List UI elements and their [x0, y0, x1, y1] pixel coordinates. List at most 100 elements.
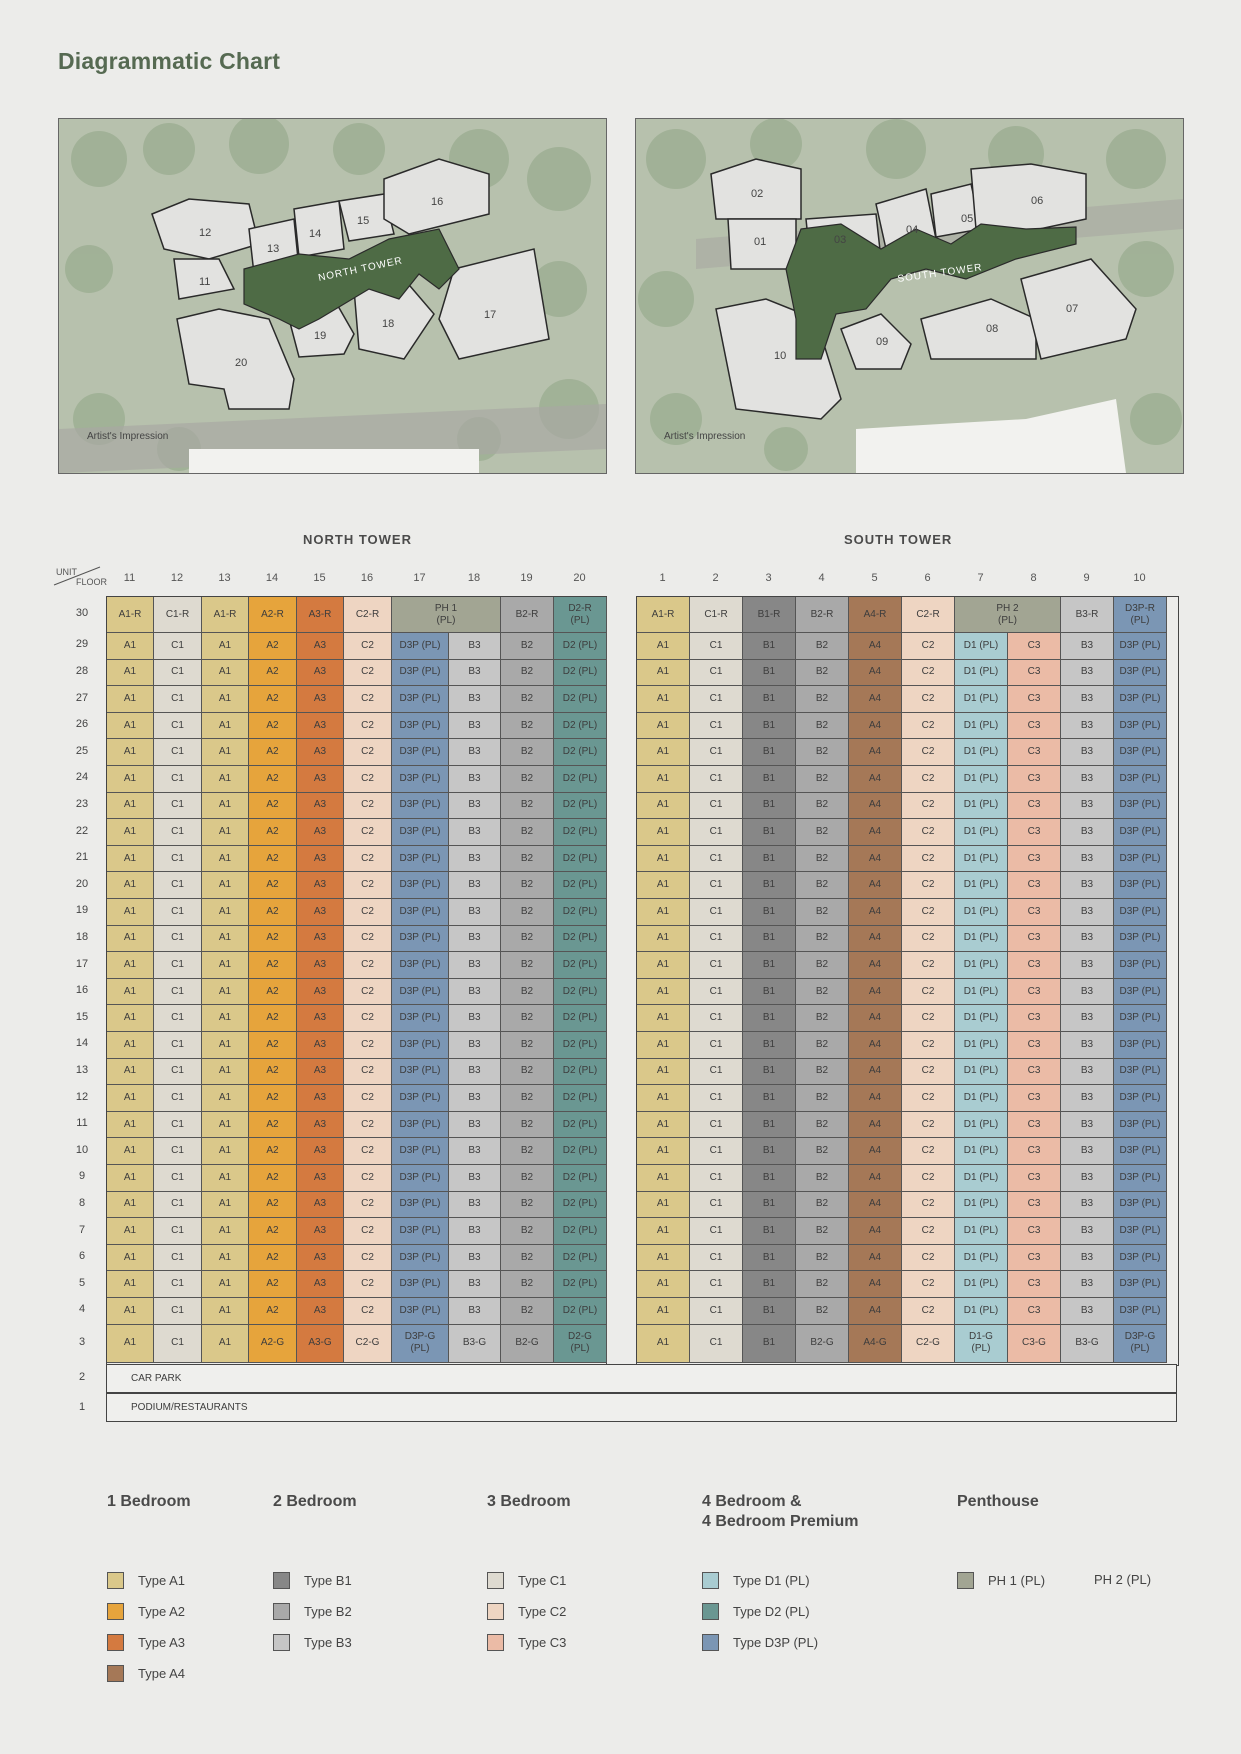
floor-label: 4 [78, 1303, 86, 1316]
legend-swatch [107, 1572, 124, 1589]
svg-text:16: 16 [431, 196, 443, 208]
unit-cell: C2 [902, 1218, 955, 1245]
unit-cell: A4 [849, 1111, 902, 1139]
unit-cell: B2 [796, 1058, 849, 1086]
unit-cell: A1 [637, 925, 690, 953]
unit-cell: B1 [743, 1324, 796, 1363]
unit-cell: A3 [297, 739, 344, 766]
unit-cell: B2 [796, 1244, 849, 1272]
unit-cell: B1 [743, 899, 796, 926]
unit-cell: B3 [1061, 1058, 1114, 1086]
unit-cell: A1 [107, 712, 154, 740]
unit-cell: C3 [1008, 792, 1061, 820]
legend-item: Type D2 (PL) [702, 1603, 810, 1620]
unit-cell: D3P (PL) [392, 1111, 449, 1139]
unit-cell: C3 [1008, 1138, 1061, 1165]
unit-cell: C1 [154, 978, 202, 1006]
unit-cell: D2 (PL) [554, 766, 607, 793]
unit-cell: D1 (PL) [955, 1138, 1008, 1165]
unit-cell: A2 [249, 792, 297, 820]
unit-cell: A3 [297, 1032, 344, 1059]
svg-text:04: 04 [906, 224, 918, 236]
legend-label: PH 2 (PL) [1094, 1572, 1152, 1587]
unit-cell: A3 [297, 1271, 344, 1298]
unit-cell: A3 [297, 1244, 344, 1272]
legend-label: Type D1 (PL) [733, 1573, 810, 1588]
unit-cell: B2 [501, 1218, 554, 1245]
legend-swatch [107, 1665, 124, 1682]
floor-label: 27 [75, 691, 89, 704]
unit-cell: D3P (PL) [1114, 1191, 1167, 1219]
unit-cell: C1 [690, 1138, 743, 1165]
unit-cell: C1 [154, 872, 202, 899]
unit-cell: C2 [902, 1058, 955, 1086]
unit-cell: C2 [902, 686, 955, 713]
unit-cell: C3 [1008, 978, 1061, 1006]
unit-cell: A2 [249, 1005, 297, 1032]
unit-cell: A1 [202, 1271, 249, 1298]
unit-cell: A4 [849, 899, 902, 926]
unit-column-header: 3 [765, 572, 772, 584]
legend-swatch [702, 1603, 719, 1620]
unit-cell: D3P-G (PL) [392, 1324, 449, 1363]
unit-cell: B2-G [501, 1324, 554, 1363]
unit-cell: C2-R [902, 597, 955, 633]
unit-cell: C3 [1008, 766, 1061, 793]
unit-column-header: 6 [924, 572, 931, 584]
unit-cell: D3P (PL) [1114, 766, 1167, 793]
unit-cell: D3P (PL) [1114, 659, 1167, 687]
unit-column-header: 14 [265, 572, 279, 584]
unit-cell: A2 [249, 1244, 297, 1272]
unit-cell: C1 [154, 1058, 202, 1086]
unit-cell: D1 (PL) [955, 686, 1008, 713]
floor-label: 28 [75, 664, 89, 677]
unit-cell: B3-R [1061, 597, 1114, 633]
unit-cell: A1 [107, 978, 154, 1006]
unit-cell: B2 [501, 1298, 554, 1325]
unit-cell: B3 [449, 1032, 501, 1059]
unit-cell: A2 [249, 1218, 297, 1245]
unit-cell: A2-G [249, 1324, 297, 1363]
floor-label: 1 [78, 1401, 86, 1413]
unit-cell: A2 [249, 819, 297, 846]
floor-label: 9 [78, 1170, 86, 1183]
unit-cell: C2 [902, 1138, 955, 1165]
unit-cell: D1 (PL) [955, 739, 1008, 766]
unit-cell: C1 [154, 1298, 202, 1325]
unit-cell: D3P (PL) [392, 792, 449, 820]
unit-cell: A4 [849, 792, 902, 820]
unit-cell: B3 [1061, 1271, 1114, 1298]
unit-cell: A1 [107, 1032, 154, 1059]
unit-cell: A1 [202, 925, 249, 953]
unit-cell: A1 [637, 659, 690, 687]
unit-cell: D1 (PL) [955, 819, 1008, 846]
unit-cell: A1 [202, 1138, 249, 1165]
legend-swatch [273, 1572, 290, 1589]
unit-cell: B3 [1061, 872, 1114, 899]
unit-cell: D3P (PL) [1114, 1244, 1167, 1272]
unit-cell: C2 [902, 1298, 955, 1325]
floor-label: 7 [78, 1223, 86, 1236]
unit-cell: D3P (PL) [392, 1085, 449, 1112]
unit-cell: C1 [154, 952, 202, 979]
unit-cell: B3 [449, 1271, 501, 1298]
unit-cell: C1 [154, 1218, 202, 1245]
svg-text:18: 18 [382, 318, 394, 330]
unit-cell: D2 (PL) [554, 845, 607, 873]
unit-cell: D1 (PL) [955, 766, 1008, 793]
svg-text:06: 06 [1031, 195, 1043, 207]
unit-column-header: 9 [1083, 572, 1090, 584]
unit-cell: C2 [902, 1111, 955, 1139]
unit-cell: C2 [902, 766, 955, 793]
unit-cell: D2 (PL) [554, 633, 607, 660]
unit-cell: C1 [690, 872, 743, 899]
unit-cell: B3 [449, 1165, 501, 1192]
unit-cell: A1 [107, 1218, 154, 1245]
unit-cell: B1 [743, 819, 796, 846]
unit-cell: C2 [344, 739, 392, 766]
unit-cell: C1 [154, 1005, 202, 1032]
unit-cell: B3 [449, 1138, 501, 1165]
unit-cell: A3-R [297, 597, 344, 633]
unit-cell: C2 [344, 952, 392, 979]
unit-cell: B3 [449, 712, 501, 740]
